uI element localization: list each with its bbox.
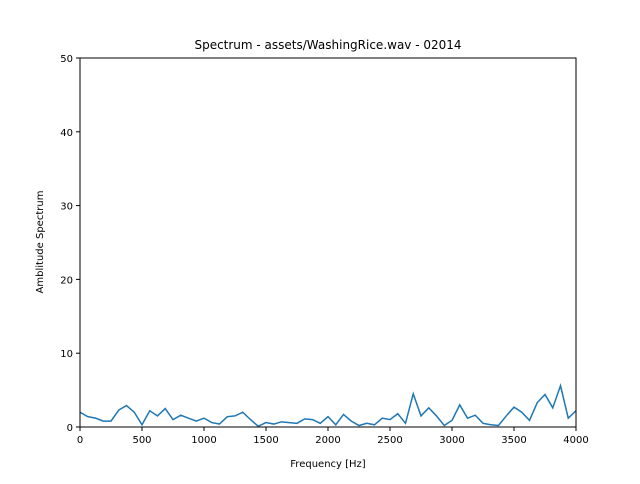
chart-title: Spectrum - assets/WashingRice.wav - 0201…	[194, 38, 461, 52]
x-tick-label: 2000	[315, 435, 340, 446]
x-tick-label: 3000	[439, 435, 464, 446]
line-series	[79, 383, 577, 428]
x-tick-label: 4000	[563, 435, 588, 446]
x-tick-label: 3500	[501, 435, 526, 446]
y-tick-label: 0	[67, 423, 73, 434]
y-tick-label: 30	[60, 202, 73, 213]
y-tick-label: 40	[60, 128, 73, 139]
plot-frame	[79, 57, 577, 428]
x-tick-label: 1000	[191, 435, 216, 446]
x-axis-label: Frequency [Hz]	[290, 459, 366, 470]
y-axis-label: Amblitude Spectrum	[35, 191, 46, 294]
x-tick-label: 500	[132, 435, 151, 446]
y-tick-label: 20	[60, 275, 73, 286]
x-tick-label: 1500	[253, 435, 278, 446]
y-tick-label: 50	[60, 54, 73, 65]
y-tick-label: 10	[60, 349, 73, 360]
x-tick-label: 2500	[377, 435, 402, 446]
x-tick-label: 0	[77, 435, 83, 446]
